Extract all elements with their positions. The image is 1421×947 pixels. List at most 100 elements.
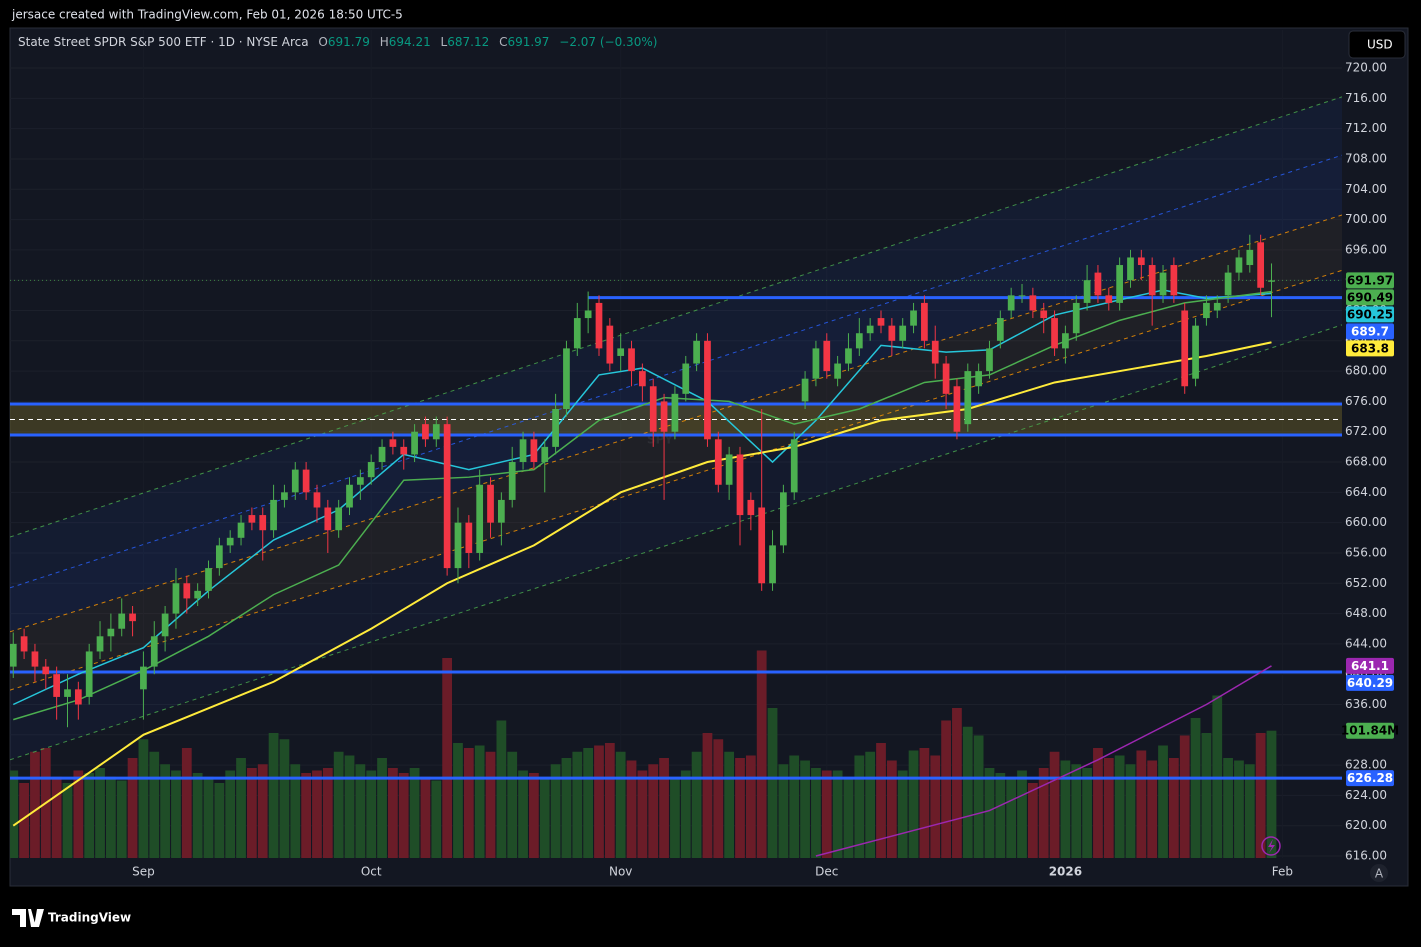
volume-bar	[51, 776, 62, 858]
y-tick-label: 712.00	[1345, 121, 1387, 135]
candle-body	[725, 454, 733, 485]
volume-bar	[561, 758, 572, 858]
candle-body	[1040, 310, 1048, 319]
price-label-box	[1346, 674, 1394, 691]
candle-body	[1094, 272, 1102, 296]
channel-line	[10, 154, 1342, 589]
volume-bar	[257, 764, 268, 858]
price-label-box	[1346, 722, 1394, 739]
volume-bar	[865, 751, 876, 858]
candle-body	[573, 318, 581, 349]
volume-bar	[279, 739, 290, 858]
candle-body	[465, 522, 473, 553]
volume-bar	[594, 745, 604, 858]
volume-bar	[474, 745, 485, 858]
volume-bar	[1017, 770, 1027, 858]
volume-bar	[138, 739, 149, 858]
volume-bar	[181, 748, 192, 858]
candle-body	[10, 643, 17, 667]
candle-body	[498, 499, 505, 523]
volume-bar	[897, 770, 908, 858]
price-label: 690.25	[1347, 307, 1393, 321]
candle-body	[519, 439, 527, 463]
volume-bar	[1223, 758, 1233, 858]
candle-body	[400, 446, 408, 455]
candle-body	[129, 613, 136, 622]
y-tick-label: 664.00	[1345, 485, 1387, 499]
price-label-box	[1346, 657, 1394, 674]
candle-body	[953, 386, 961, 432]
volume-bar	[995, 773, 1006, 858]
volume-bar	[1147, 760, 1158, 858]
candle-body	[1127, 257, 1134, 281]
alert-icon[interactable]	[1261, 836, 1281, 856]
candle-body	[877, 318, 885, 326]
candle-body	[769, 545, 776, 584]
candle-body	[1137, 257, 1145, 266]
volume-bar	[724, 751, 735, 858]
price-label: 626.28	[1347, 771, 1393, 785]
volume-bar	[1082, 768, 1092, 858]
volume-bar	[550, 764, 561, 858]
volume-bar	[290, 764, 301, 858]
volume-bar	[301, 773, 312, 858]
candle-body	[639, 371, 646, 387]
price-label: 689.7	[1351, 324, 1389, 338]
candle-body	[1192, 325, 1199, 379]
y-tick-label: 624.00	[1345, 788, 1387, 802]
volume-bar	[615, 751, 626, 858]
candle-body	[606, 325, 614, 364]
volume-bar	[377, 758, 387, 858]
volume-bar	[84, 773, 95, 858]
volume-bar	[225, 770, 236, 858]
candle-body	[1116, 265, 1124, 303]
volume-bar	[832, 770, 843, 858]
brand-logo: TradingView	[12, 909, 131, 927]
volume-bar	[160, 764, 170, 858]
candle-body	[1051, 318, 1058, 349]
volume-bar	[431, 780, 442, 858]
candle-body	[1159, 272, 1167, 296]
volume-bar	[105, 776, 116, 858]
candle-body	[172, 583, 180, 614]
volume-bar	[214, 783, 225, 858]
volume-bar	[1168, 758, 1179, 858]
auto-scale-label: A	[1375, 867, 1384, 881]
currency[interactable]: USD	[1367, 38, 1393, 52]
x-tick-label: Nov	[609, 865, 632, 879]
candle-body	[736, 454, 744, 516]
candle-body	[1105, 295, 1113, 303]
volume-bar	[745, 755, 756, 858]
volume-bar	[1244, 764, 1255, 858]
y-tick-label: 636.00	[1345, 697, 1387, 711]
auto-scale-button[interactable]	[1370, 864, 1388, 882]
price-label-box	[1346, 770, 1394, 787]
candle-body	[671, 393, 679, 432]
alert-bolt	[1268, 839, 1275, 853]
channel-line	[10, 324, 1342, 761]
logo-mark	[12, 909, 44, 927]
candle-body	[20, 636, 28, 652]
volume-bar	[355, 764, 366, 858]
candle-body	[996, 318, 1004, 341]
candle-body	[704, 340, 711, 440]
volume-bar	[409, 768, 420, 858]
candle-body	[1062, 333, 1069, 349]
y-tick-label: 704.00	[1345, 182, 1387, 196]
candle-body	[682, 363, 690, 394]
candle-body	[866, 325, 874, 334]
volume-bar	[821, 770, 832, 858]
volume-bar	[312, 770, 322, 858]
ohlc-letter: H	[380, 35, 389, 49]
channel-line	[10, 96, 1342, 538]
volume-bar	[1103, 758, 1114, 858]
candle-body	[226, 537, 234, 546]
candle-body	[1029, 295, 1037, 311]
candle-body	[96, 636, 104, 652]
price-label-box	[1346, 340, 1394, 357]
volume-bar	[800, 760, 810, 858]
candle-body	[443, 424, 451, 569]
y-tick-label: 696.00	[1345, 242, 1387, 256]
volume-bar	[496, 720, 507, 858]
currency-button[interactable]	[1348, 30, 1406, 59]
